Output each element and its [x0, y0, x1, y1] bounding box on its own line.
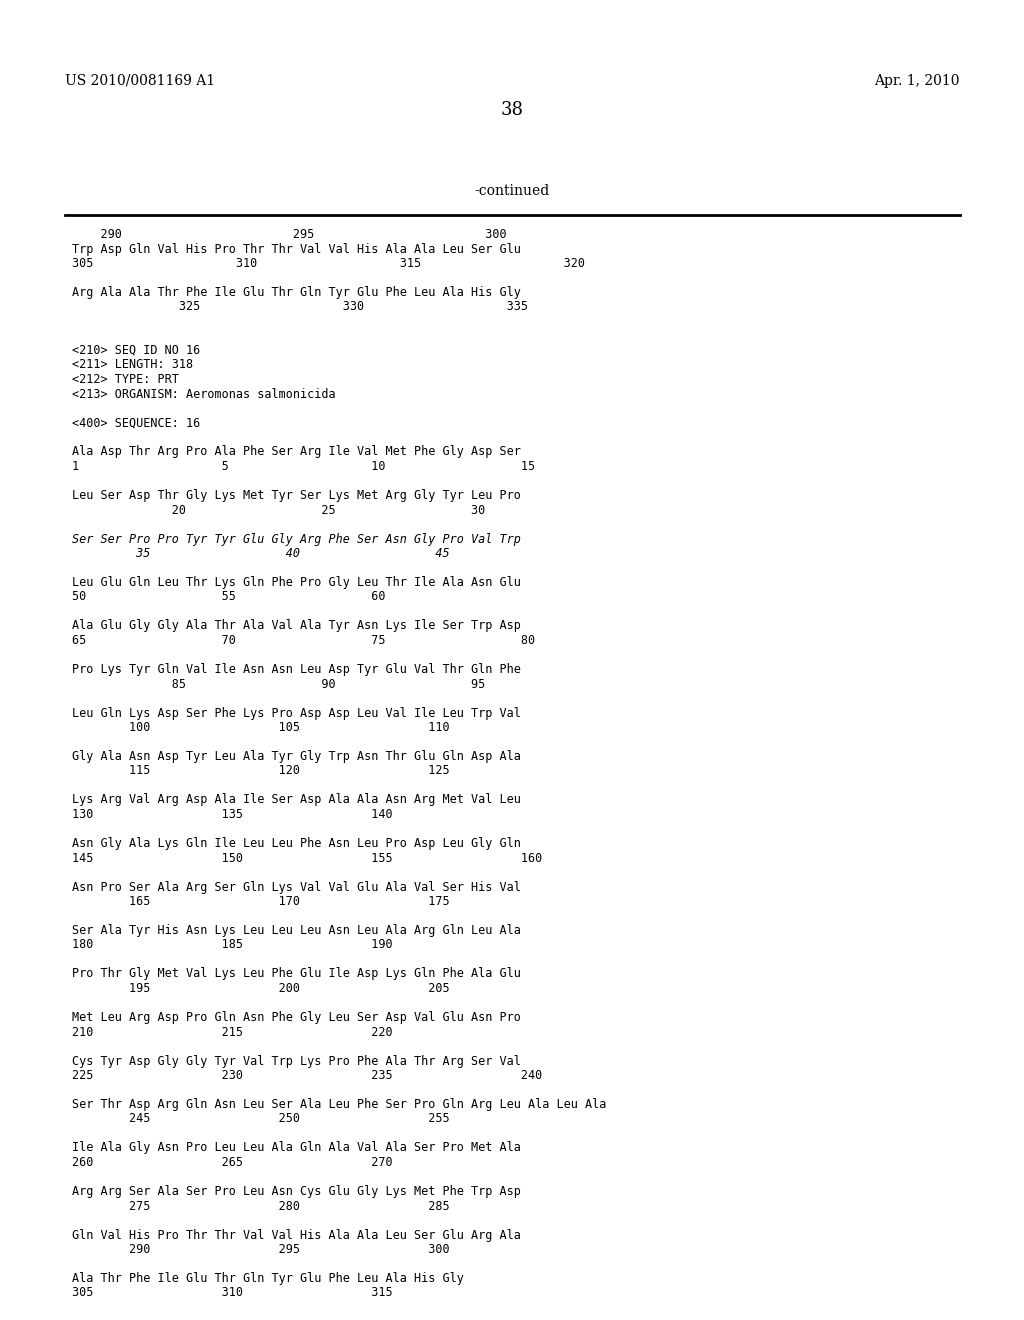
Text: Gly Ala Asn Asp Tyr Leu Ala Tyr Gly Trp Asn Thr Glu Gln Asp Ala: Gly Ala Asn Asp Tyr Leu Ala Tyr Gly Trp … — [72, 750, 521, 763]
Text: Met Leu Arg Asp Pro Gln Asn Phe Gly Leu Ser Asp Val Glu Asn Pro: Met Leu Arg Asp Pro Gln Asn Phe Gly Leu … — [72, 1011, 521, 1024]
Text: Leu Ser Asp Thr Gly Lys Met Tyr Ser Lys Met Arg Gly Tyr Leu Pro: Leu Ser Asp Thr Gly Lys Met Tyr Ser Lys … — [72, 488, 521, 502]
Text: Asn Gly Ala Lys Gln Ile Leu Leu Phe Asn Leu Pro Asp Leu Gly Gln: Asn Gly Ala Lys Gln Ile Leu Leu Phe Asn … — [72, 837, 521, 850]
Text: Ser Ser Pro Pro Tyr Tyr Glu Gly Arg Phe Ser Asn Gly Pro Val Trp: Ser Ser Pro Pro Tyr Tyr Glu Gly Arg Phe … — [72, 532, 521, 545]
Text: Arg Ala Ala Thr Phe Ile Glu Thr Gln Tyr Glu Phe Leu Ala His Gly: Arg Ala Ala Thr Phe Ile Glu Thr Gln Tyr … — [72, 286, 521, 300]
Text: Trp Asp Gln Val His Pro Thr Thr Val Val His Ala Ala Leu Ser Glu: Trp Asp Gln Val His Pro Thr Thr Val Val … — [72, 243, 521, 256]
Text: Ser Thr Asp Arg Gln Asn Leu Ser Ala Leu Phe Ser Pro Gln Arg Leu Ala Leu Ala: Ser Thr Asp Arg Gln Asn Leu Ser Ala Leu … — [72, 1098, 606, 1111]
Text: 65                   70                   75                   80: 65 70 75 80 — [72, 634, 536, 647]
Text: Leu Glu Gln Leu Thr Lys Gln Phe Pro Gly Leu Thr Ile Ala Asn Glu: Leu Glu Gln Leu Thr Lys Gln Phe Pro Gly … — [72, 576, 521, 589]
Text: Pro Lys Tyr Gln Val Ile Asn Asn Leu Asp Tyr Glu Val Thr Gln Phe: Pro Lys Tyr Gln Val Ile Asn Asn Leu Asp … — [72, 663, 521, 676]
Text: Ile Ala Gly Asn Pro Leu Leu Ala Gln Ala Val Ala Ser Pro Met Ala: Ile Ala Gly Asn Pro Leu Leu Ala Gln Ala … — [72, 1142, 521, 1155]
Text: Ala Thr Phe Ile Glu Thr Gln Tyr Glu Phe Leu Ala His Gly: Ala Thr Phe Ile Glu Thr Gln Tyr Glu Phe … — [72, 1272, 464, 1284]
Text: 260                  265                  270: 260 265 270 — [72, 1156, 392, 1170]
Text: Gln Val His Pro Thr Thr Val Val His Ala Ala Leu Ser Glu Arg Ala: Gln Val His Pro Thr Thr Val Val His Ala … — [72, 1229, 521, 1242]
Text: 180                  185                  190: 180 185 190 — [72, 939, 392, 952]
Text: 195                  200                  205: 195 200 205 — [72, 982, 450, 995]
Text: <211> LENGTH: 318: <211> LENGTH: 318 — [72, 359, 194, 371]
Text: <400> SEQUENCE: 16: <400> SEQUENCE: 16 — [72, 417, 201, 429]
Text: 85                   90                   95: 85 90 95 — [72, 677, 485, 690]
Text: 100                  105                  110: 100 105 110 — [72, 721, 450, 734]
Text: Asn Pro Ser Ala Arg Ser Gln Lys Val Val Glu Ala Val Ser His Val: Asn Pro Ser Ala Arg Ser Gln Lys Val Val … — [72, 880, 521, 894]
Text: Arg Arg Ser Ala Ser Pro Leu Asn Cys Glu Gly Lys Met Phe Trp Asp: Arg Arg Ser Ala Ser Pro Leu Asn Cys Glu … — [72, 1185, 521, 1199]
Text: 165                  170                  175: 165 170 175 — [72, 895, 450, 908]
Text: 245                  250                  255: 245 250 255 — [72, 1113, 450, 1126]
Text: 325                    330                    335: 325 330 335 — [72, 301, 528, 314]
Text: 275                  280                  285: 275 280 285 — [72, 1200, 450, 1213]
Text: 305                  310                  315: 305 310 315 — [72, 1287, 392, 1299]
Text: Apr. 1, 2010: Apr. 1, 2010 — [874, 74, 961, 88]
Text: 145                  150                  155                  160: 145 150 155 160 — [72, 851, 543, 865]
Text: <210> SEQ ID NO 16: <210> SEQ ID NO 16 — [72, 345, 201, 356]
Text: <213> ORGANISM: Aeromonas salmonicida: <213> ORGANISM: Aeromonas salmonicida — [72, 388, 336, 400]
Text: 305                    310                    315                    320: 305 310 315 320 — [72, 257, 585, 271]
Text: 50                   55                   60: 50 55 60 — [72, 590, 385, 603]
Text: Ser Ala Tyr His Asn Lys Leu Leu Leu Asn Leu Ala Arg Gln Leu Ala: Ser Ala Tyr His Asn Lys Leu Leu Leu Asn … — [72, 924, 521, 937]
Text: 20                   25                   30: 20 25 30 — [72, 503, 485, 516]
Text: -continued: -continued — [474, 183, 550, 198]
Text: 35                   40                   45: 35 40 45 — [72, 546, 450, 560]
Text: 290                  295                  300: 290 295 300 — [72, 1243, 450, 1257]
Text: <212> TYPE: PRT: <212> TYPE: PRT — [72, 374, 179, 385]
Text: 1                    5                    10                   15: 1 5 10 15 — [72, 459, 536, 473]
Text: 225                  230                  235                  240: 225 230 235 240 — [72, 1069, 543, 1082]
Text: Lys Arg Val Arg Asp Ala Ile Ser Asp Ala Ala Asn Arg Met Val Leu: Lys Arg Val Arg Asp Ala Ile Ser Asp Ala … — [72, 793, 521, 807]
Text: 38: 38 — [501, 102, 523, 119]
Text: Pro Thr Gly Met Val Lys Leu Phe Glu Ile Asp Lys Gln Phe Ala Glu: Pro Thr Gly Met Val Lys Leu Phe Glu Ile … — [72, 968, 521, 981]
Text: 130                  135                  140: 130 135 140 — [72, 808, 392, 821]
Text: Ala Asp Thr Arg Pro Ala Phe Ser Arg Ile Val Met Phe Gly Asp Ser: Ala Asp Thr Arg Pro Ala Phe Ser Arg Ile … — [72, 446, 521, 458]
Text: 290                        295                        300: 290 295 300 — [72, 228, 507, 242]
Text: Ala Glu Gly Gly Ala Thr Ala Val Ala Tyr Asn Lys Ile Ser Trp Asp: Ala Glu Gly Gly Ala Thr Ala Val Ala Tyr … — [72, 619, 521, 632]
Text: 115                  120                  125: 115 120 125 — [72, 764, 450, 777]
Text: US 2010/0081169 A1: US 2010/0081169 A1 — [65, 74, 215, 88]
Text: Leu Gln Lys Asp Ser Phe Lys Pro Asp Asp Leu Val Ile Leu Trp Val: Leu Gln Lys Asp Ser Phe Lys Pro Asp Asp … — [72, 706, 521, 719]
Text: 210                  215                  220: 210 215 220 — [72, 1026, 392, 1039]
Text: Cys Tyr Asp Gly Gly Tyr Val Trp Lys Pro Phe Ala Thr Arg Ser Val: Cys Tyr Asp Gly Gly Tyr Val Trp Lys Pro … — [72, 1055, 521, 1068]
